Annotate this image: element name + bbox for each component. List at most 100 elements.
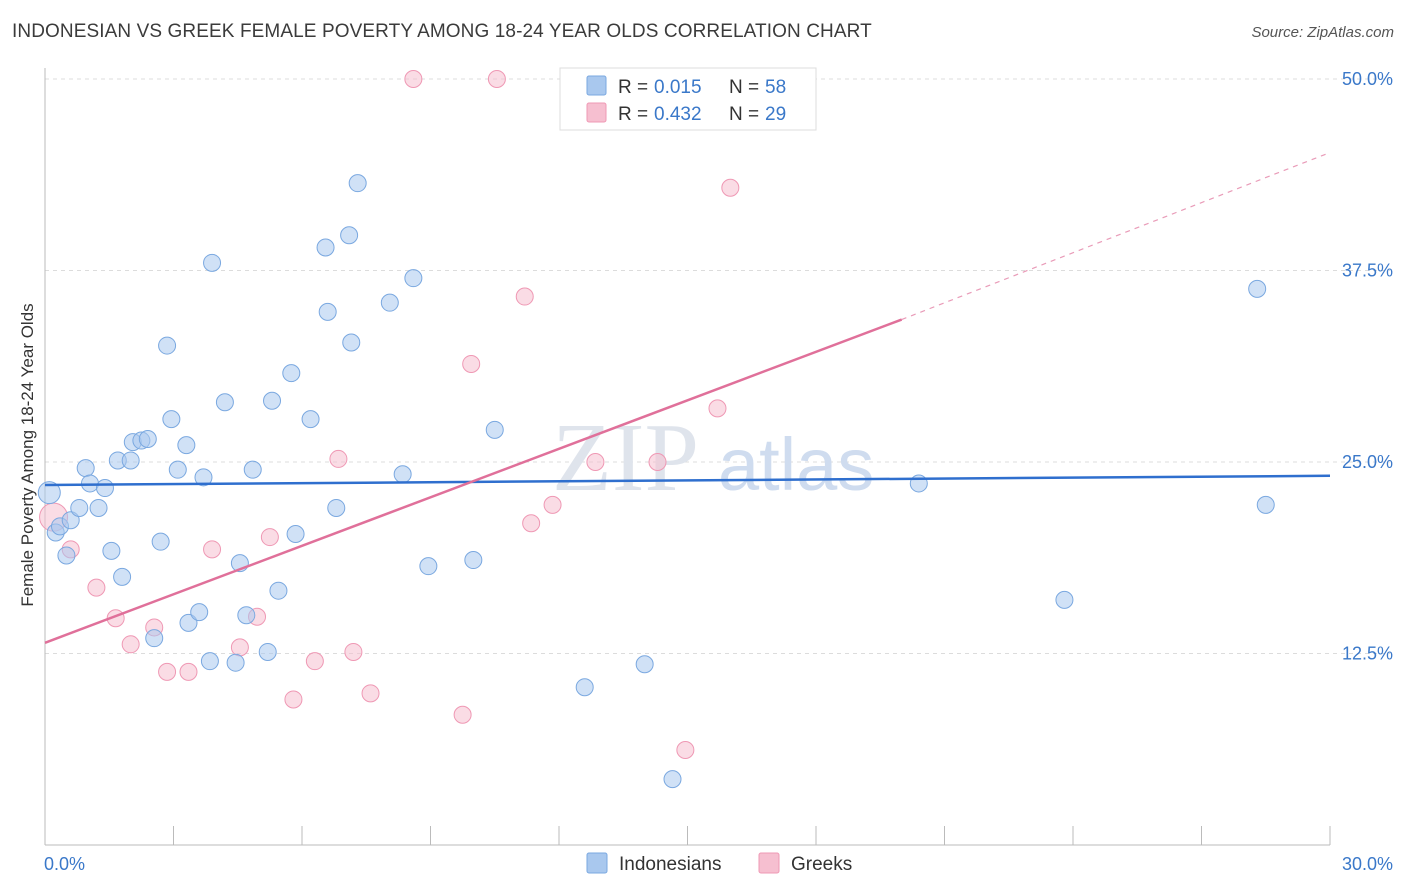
indonesians-point	[316, 238, 335, 257]
greeks-trend-extension	[901, 151, 1331, 321]
y-tick-label-2: 37.5%	[1342, 261, 1393, 281]
indonesians-point	[57, 546, 76, 565]
legend-bottom-swatch-indonesians	[586, 852, 608, 874]
legend-r-label-1: R =	[618, 77, 648, 98]
greeks-point	[305, 652, 324, 671]
legend-r-value-1: 0.015	[654, 77, 702, 98]
indonesians-point	[327, 498, 346, 517]
greeks-point	[462, 354, 481, 373]
greeks-point	[676, 741, 695, 760]
indonesians-point	[575, 678, 594, 697]
indonesians-point	[269, 581, 288, 600]
legend-n-label-1: N =	[729, 77, 759, 98]
indonesians-point	[301, 410, 320, 429]
indonesians-point	[1256, 495, 1275, 514]
legend-bottom: Indonesians Greeks	[586, 852, 852, 875]
greeks-point	[522, 514, 541, 533]
indonesians-point	[237, 606, 256, 625]
indonesians-point	[226, 653, 245, 672]
x-tick-label-1: 30.0%	[1342, 854, 1393, 874]
indonesians-point	[635, 655, 654, 674]
indonesians-point	[419, 557, 438, 576]
source-label: Source: ZipAtlas.com	[1251, 24, 1394, 41]
indonesians-point	[76, 459, 95, 478]
x-tick-label-0: 0.0%	[44, 854, 85, 874]
indonesians-point	[464, 551, 483, 570]
indonesians-point	[263, 391, 282, 410]
greeks-point	[586, 453, 605, 471]
indonesians-point	[158, 336, 177, 355]
greeks-point	[87, 578, 106, 597]
indonesians-point	[95, 479, 114, 498]
legend-swatch-greeks	[586, 102, 607, 123]
y-tick-label-1: 25.0%	[1342, 452, 1393, 472]
greeks-point	[121, 635, 140, 654]
indonesians-point	[151, 532, 170, 551]
greeks-point	[361, 684, 380, 703]
indonesians-point	[404, 269, 423, 288]
indonesians-points	[37, 174, 1275, 789]
greeks-point	[404, 70, 423, 88]
legend-n-value-1: 58	[765, 77, 786, 98]
indonesians-point	[113, 567, 132, 586]
y-tick-label-3: 50.0%	[1342, 69, 1393, 89]
indonesians-point	[162, 410, 181, 429]
indonesians-point	[393, 465, 412, 484]
greeks-point	[230, 638, 249, 657]
indonesians-point	[282, 364, 301, 383]
greeks-point	[515, 287, 534, 306]
greeks-point	[179, 662, 198, 681]
greeks-point	[158, 662, 177, 681]
indonesians-point	[179, 613, 198, 632]
indonesians-point	[318, 302, 337, 321]
greeks-point	[721, 178, 740, 197]
legend-r-value-2: 0.432	[654, 104, 702, 125]
indonesians-point	[190, 603, 209, 622]
y-tick-label-0: 12.5%	[1342, 644, 1393, 664]
indonesians-point	[70, 498, 89, 517]
watermark-zip: ZIP	[552, 404, 699, 512]
indonesians-point	[663, 770, 682, 789]
indonesians-point	[200, 652, 219, 671]
legend-n-value-2: 29	[765, 104, 786, 125]
axes	[44, 68, 1331, 846]
greeks-point	[344, 642, 363, 661]
indonesians-point	[342, 333, 361, 352]
indonesians-point	[61, 511, 80, 530]
watermark: ZIP atlas	[552, 404, 874, 512]
tick-labels: 12.5% 25.0% 37.5% 50.0% 0.0% 30.0%	[44, 69, 1393, 874]
legend-n-label-2: N =	[729, 104, 759, 125]
greeks-point	[203, 540, 222, 559]
legend-bottom-swatch-greeks	[758, 852, 780, 874]
indonesians-point	[258, 642, 277, 661]
indonesians-point	[194, 468, 213, 487]
indonesians-point	[37, 481, 61, 505]
greeks-point	[543, 495, 562, 514]
indonesians-point	[145, 629, 164, 648]
indonesians-point	[1248, 279, 1267, 298]
indonesians-point	[89, 498, 108, 517]
legend-r-label-2: R =	[618, 104, 648, 125]
indonesians-point	[286, 525, 305, 544]
greeks-point	[487, 70, 506, 88]
indonesians-point	[121, 451, 140, 470]
greeks-point	[453, 705, 472, 724]
indonesians-point	[215, 393, 234, 412]
indonesians-point	[177, 436, 196, 455]
legend-swatch-indonesians	[586, 75, 607, 96]
legend-bottom-label-indonesians: Indonesians	[619, 854, 721, 875]
indonesians-point	[348, 174, 367, 193]
trend-lines	[44, 151, 1331, 644]
watermark-atlas: atlas	[718, 423, 874, 506]
legend-top: R = 0.015 N = 58 R = 0.432 N = 29	[559, 67, 817, 131]
greeks-point	[284, 690, 303, 709]
indonesians-point	[340, 226, 359, 245]
indonesians-point	[243, 460, 262, 479]
indonesians-point	[168, 460, 187, 479]
indonesians-point	[380, 293, 399, 312]
greeks-trend-line	[44, 318, 903, 644]
indonesians-point	[485, 420, 504, 439]
indonesians-point	[102, 541, 121, 560]
indonesians-point	[138, 430, 157, 449]
